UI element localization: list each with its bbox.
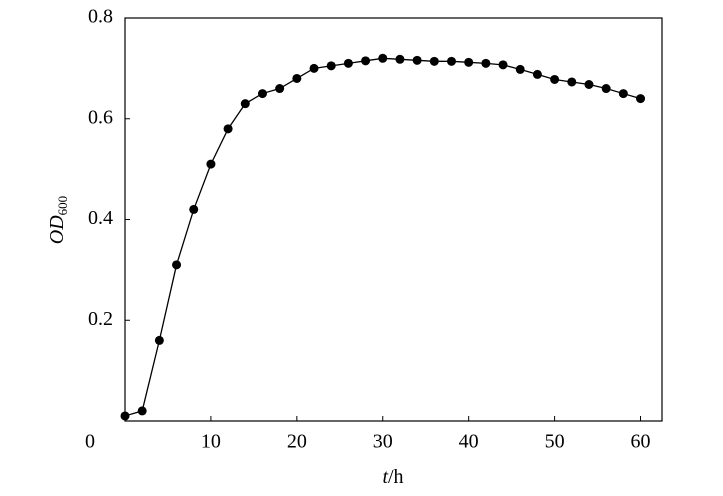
data-point	[532, 69, 542, 79]
data-point	[223, 124, 233, 134]
data-point	[550, 74, 560, 84]
x-tick-label: 30	[373, 431, 393, 453]
x-label-italic: t	[382, 466, 388, 488]
data-point	[206, 159, 216, 169]
y-tick-label: 0.6	[88, 106, 113, 128]
data-point	[361, 56, 371, 66]
data-point	[343, 58, 353, 68]
data-point	[189, 204, 199, 214]
data-point	[498, 60, 508, 70]
y-axis-label: OD600	[46, 196, 70, 244]
x-tick-label: 20	[287, 431, 307, 453]
data-point	[257, 89, 267, 99]
data-point	[515, 64, 525, 74]
data-point	[464, 57, 474, 67]
y-tick-label: 0.2	[88, 308, 113, 330]
data-point	[154, 335, 164, 345]
x-axis-label: t/h	[382, 466, 403, 488]
data-point	[412, 55, 422, 65]
data-point	[395, 54, 405, 64]
data-point	[275, 84, 285, 94]
x-tick-label: 40	[459, 431, 479, 453]
data-point	[567, 77, 577, 87]
data-point	[584, 79, 594, 89]
y-label-main: OD	[46, 215, 68, 244]
data-point	[378, 53, 388, 63]
x-label-rest: /h	[388, 466, 404, 488]
x-tick-label: 60	[631, 431, 651, 453]
y-tick-label: 0	[85, 431, 95, 453]
data-point	[292, 73, 302, 83]
y-tick-label: 0.8	[88, 6, 113, 28]
x-tick-label: 10	[201, 431, 221, 453]
data-point	[309, 63, 319, 73]
data-point	[601, 84, 611, 94]
plot-frame	[124, 17, 663, 422]
y-tick-label: 0.4	[88, 207, 113, 229]
x-tick-label: 50	[545, 431, 565, 453]
data-line	[124, 57, 641, 417]
data-point	[446, 56, 456, 66]
y-label-sub: 600	[55, 196, 70, 216]
data-point	[326, 61, 336, 71]
data-point	[618, 89, 628, 99]
data-point	[137, 406, 147, 416]
data-point	[240, 99, 250, 109]
data-point	[636, 94, 646, 104]
data-point	[481, 58, 491, 68]
data-point	[429, 56, 439, 66]
data-point	[120, 411, 130, 421]
data-point	[172, 260, 182, 270]
